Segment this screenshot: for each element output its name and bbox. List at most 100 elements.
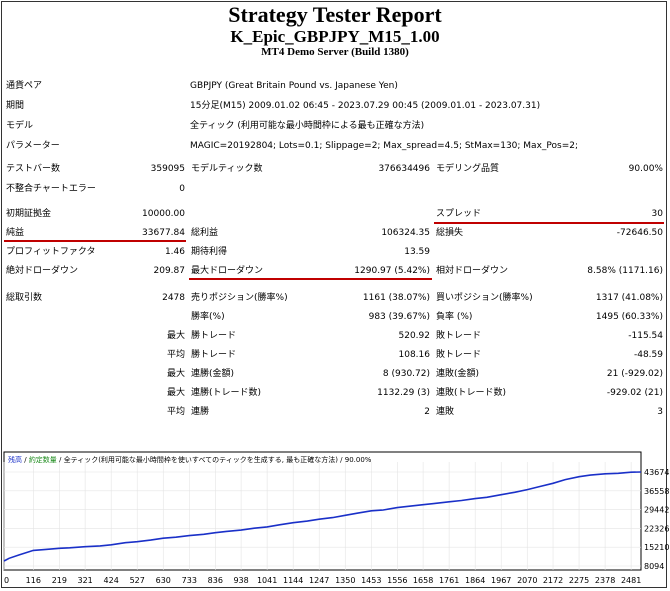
consec-lossamt-label: 連敗(トレード数): [436, 388, 507, 398]
x-tick-label: 733: [182, 576, 197, 585]
legend-quality: 90.00%: [345, 456, 372, 464]
deposit-value: 10000.00: [142, 209, 185, 219]
x-tick-label: 2070: [517, 576, 537, 585]
netprofit-value: 33677.84: [142, 228, 185, 238]
winrate-value: 983 (39.67%): [368, 312, 430, 322]
y-tick-label: 29442: [644, 506, 669, 515]
reldd-label: 相対ドローダウン: [436, 266, 509, 276]
netprofit-underline: [4, 240, 186, 242]
maxdd-value: 1290.97 (5.42%): [354, 266, 430, 276]
max-label-2: 最大: [166, 369, 185, 379]
maxdd-label: 最大ドローダウン: [191, 266, 264, 276]
avg-loss-value: -48.59: [633, 350, 663, 360]
chart-plot-border: [3, 451, 642, 571]
consec-loss-money-label: 連敗(金額): [436, 369, 480, 379]
x-tick-label: 938: [233, 576, 248, 585]
balance-chart: 残高 / 約定数量 / 全ティック(利用可能な最小時間枠を使いすべてのティックを…: [3, 451, 669, 585]
x-tick-label: 2172: [543, 576, 563, 585]
server-name: MT4 Demo Server (Build 1380): [261, 46, 409, 58]
avg-win-label: 勝トレード: [191, 350, 237, 360]
params-value: MAGIC=20192804; Lots=0.1; Slippage=2; Ma…: [190, 141, 579, 151]
lossrate-label: 負率 (%): [436, 312, 473, 322]
max-label-3: 最大: [166, 388, 185, 398]
legend-model: 全ティック(利用可能な最小時間枠を使いすべてのティックを生成する, 最も正確な方…: [64, 455, 339, 464]
quality-label: モデリング品質: [436, 164, 500, 174]
params-label: パラメーター: [6, 141, 60, 151]
x-tick-label: 630: [156, 576, 171, 585]
maxdd-underline: [189, 278, 432, 280]
largest-loss-value: -115.54: [628, 331, 663, 341]
consec-loss-money-value: 21 (-929.02): [606, 369, 663, 379]
absdd-value: 209.87: [153, 266, 186, 276]
consec-profit-value: 1132.29 (3): [377, 388, 430, 398]
chart-legend: 残高 / 約定数量 / 全ティック(利用可能な最小時間枠を使いすべてのティックを…: [8, 455, 372, 464]
x-tick-label: 1453: [361, 576, 381, 585]
x-tick-label: 836: [208, 576, 223, 585]
pf-value: 1.46: [164, 247, 185, 257]
chart-series: [3, 471, 642, 562]
grossprofit-label: 総利益: [191, 228, 219, 238]
avg-label-2: 平均: [166, 407, 185, 417]
y-tick-label: 15210: [644, 543, 669, 552]
expected-label: 期待利得: [191, 247, 228, 257]
mismatch-value: 0: [179, 184, 185, 194]
short-value: 1161 (38.07%): [362, 293, 430, 303]
bars-label: テストバー数: [6, 164, 61, 174]
short-label: 売りポジション(勝率%): [191, 293, 288, 303]
trades-value: 2478: [162, 293, 185, 303]
y-tick-label: 43674: [644, 468, 669, 477]
avg-label-1: 平均: [166, 350, 185, 360]
consec-profit-label: 連勝(トレード数): [191, 388, 262, 398]
x-tick-label: 2378: [595, 576, 615, 585]
long-label: 買いポジション(勝率%): [436, 293, 533, 303]
ticks-label: モデルティック数: [191, 164, 263, 174]
symbol-value: GBPJPY (Great Britain Pound vs. Japanese…: [190, 81, 398, 91]
x-tick-label: 321: [78, 576, 93, 585]
avg-consec-wins-value: 2: [424, 407, 430, 417]
spread-underline: [434, 222, 664, 224]
legend-sep1: /: [22, 456, 29, 464]
reldd-value: 8.58% (1171.16): [587, 266, 663, 276]
x-tick-label: 1967: [491, 576, 511, 585]
spread-label: スプレッド: [436, 209, 482, 219]
x-tick-label: 219: [52, 576, 67, 585]
x-tick-label: 1864: [465, 576, 485, 585]
x-tick-label: 0: [4, 576, 9, 585]
x-tick-label: 1556: [387, 576, 407, 585]
model-value: 全ティック (利用可能な最小時間枠による最も正確な方法): [190, 121, 425, 131]
legend-balance: 残高: [8, 455, 22, 464]
period-value: 15分足(M15) 2009.01.02 06:45 - 2023.07.29 …: [190, 101, 541, 111]
legend-sep2: /: [57, 456, 64, 464]
ticks-value: 376634496: [378, 164, 430, 174]
balance-line: [3, 471, 642, 562]
strategy-name: K_Epic_GBPJPY_M15_1.00: [230, 27, 440, 46]
grossprofit-value: 106324.35: [381, 228, 430, 238]
consec-wins-money-label: 連勝(金額): [191, 369, 235, 379]
chart-grid: [3, 462, 641, 570]
pf-label: プロフィットファクタ: [6, 247, 96, 257]
chart-x-ticks: 0 116 219 321 424 527 630 733 836 938 1041 1144 1247…: [4, 576, 641, 585]
x-tick-label: 1761: [439, 576, 459, 585]
consec-wins-money-value: 8 (930.72): [382, 369, 430, 379]
period-label: 期間: [6, 101, 25, 111]
expected-value: 13.59: [404, 247, 430, 257]
y-tick-label: 36558: [644, 487, 669, 496]
report-title: Strategy Tester Report: [228, 2, 442, 27]
avg-consec-losses-label: 連敗: [436, 407, 455, 417]
x-tick-label: 2481: [621, 576, 641, 585]
bars-value: 359095: [150, 164, 185, 174]
x-tick-label: 527: [130, 576, 145, 585]
y-tick-label: 8094: [644, 562, 664, 571]
mismatch-label: 不整合チャートエラー: [6, 184, 96, 194]
avg-win-value: 108.16: [398, 350, 431, 360]
x-tick-label: 1247: [309, 576, 329, 585]
x-tick-label: 1350: [335, 576, 355, 585]
largest-win-label: 勝トレード: [191, 331, 237, 341]
y-tick-label: 22326: [644, 524, 669, 533]
legend-lots: 約定数量: [29, 455, 57, 464]
symbol-label: 通貨ペア: [6, 81, 43, 91]
x-tick-label: 1041: [257, 576, 277, 585]
largest-win-value: 520.92: [398, 331, 431, 341]
avg-consec-losses-value: 3: [657, 407, 663, 417]
